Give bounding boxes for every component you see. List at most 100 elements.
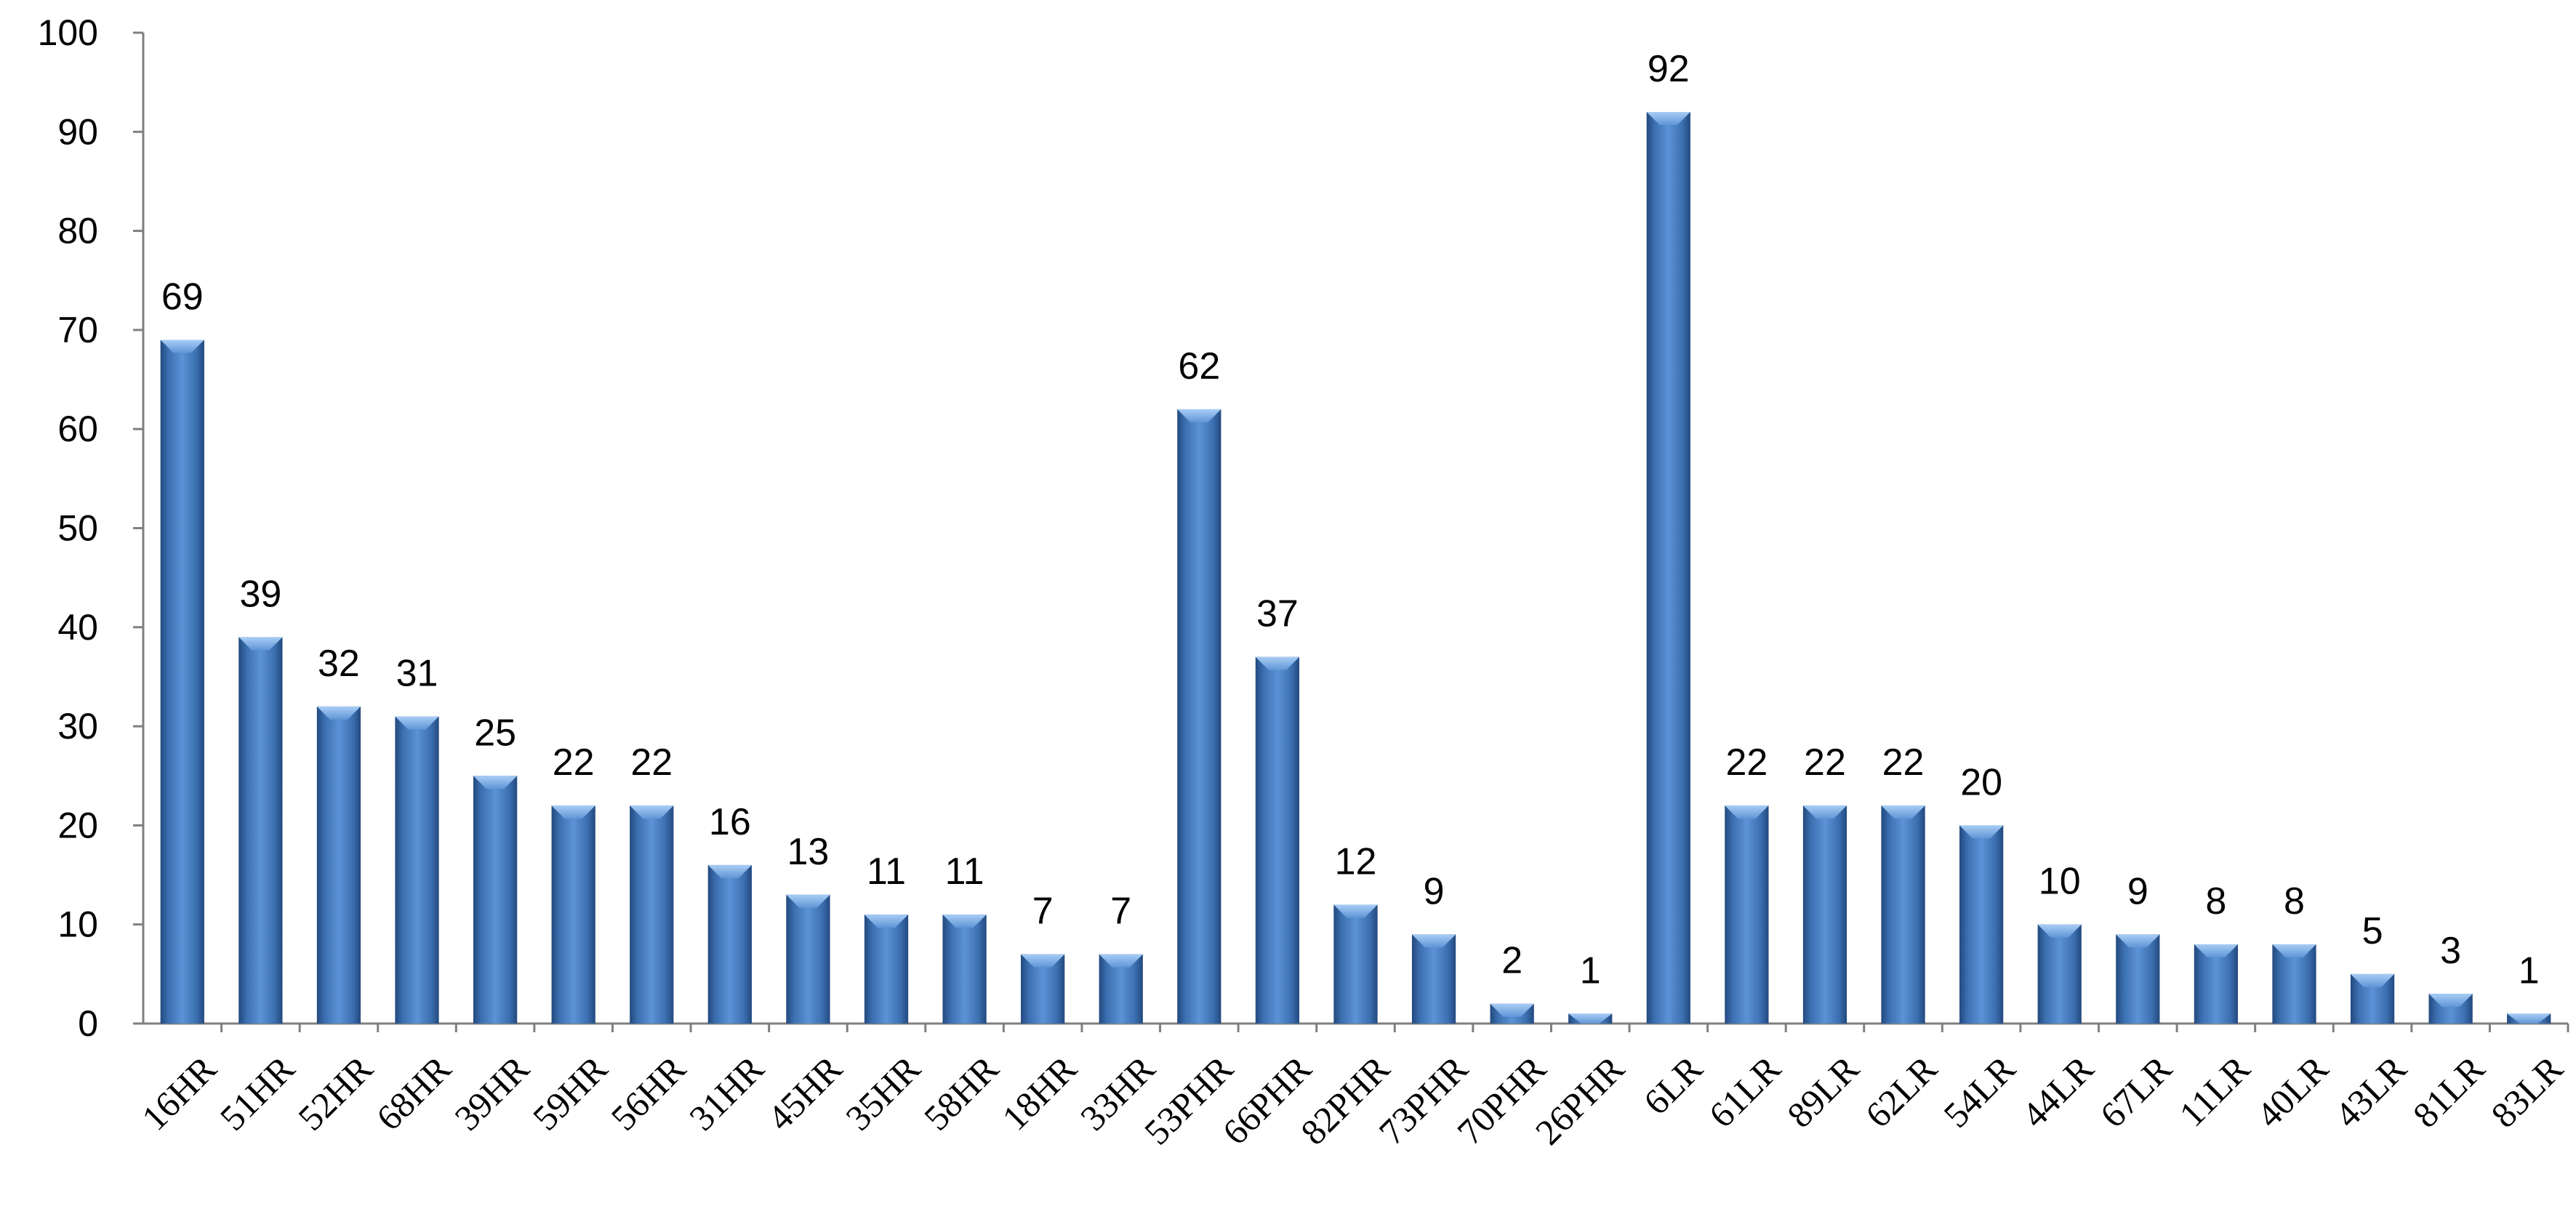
bar — [1333, 904, 1378, 1024]
y-tick-label: 60 — [57, 409, 98, 449]
x-tick-label: 44LR — [2014, 1048, 2102, 1135]
bar — [1881, 805, 1925, 1024]
data-label: 1 — [1580, 949, 1601, 992]
data-label: 7 — [1110, 891, 1131, 933]
bar — [160, 339, 204, 1024]
y-tick-label: 30 — [57, 706, 98, 747]
data-label: 8 — [2205, 880, 2226, 922]
data-label: 62 — [1178, 345, 1220, 387]
data-label: 2 — [1501, 940, 1522, 982]
bar-top-bevel — [551, 805, 595, 819]
bar-top-bevel — [2428, 994, 2473, 1008]
x-tick-label: 35HR — [838, 1048, 928, 1138]
bar — [238, 637, 283, 1024]
bars — [160, 112, 2551, 1024]
data-label: 22 — [1804, 741, 1846, 784]
x-tick-label: 54LR — [1935, 1048, 2023, 1135]
data-label: 37 — [1256, 593, 1299, 635]
bar-top-bevel — [1177, 409, 1221, 422]
data-label: 11 — [867, 851, 906, 893]
y-tick-label: 100 — [38, 12, 98, 53]
y-axis: 0 10 20 30 40 50 60 70 80 90 100 — [38, 12, 145, 1044]
x-tick-label: 6LR — [1636, 1048, 1711, 1122]
data-label: 31 — [396, 652, 438, 694]
bar-top-bevel — [707, 864, 752, 878]
bar-top-bevel — [1490, 1003, 1534, 1017]
bar-top-bevel — [630, 805, 674, 819]
y-tick-label: 50 — [57, 508, 98, 549]
data-label: 22 — [1882, 741, 1925, 784]
x-tick-label: 45HR — [760, 1048, 851, 1138]
data-label: 22 — [630, 741, 673, 784]
data-label: 69 — [161, 276, 204, 318]
data-label: 13 — [787, 831, 830, 873]
bar — [630, 805, 674, 1024]
bar-top-bevel — [473, 776, 518, 789]
x-tick-label: 82PHR — [1293, 1048, 1397, 1152]
bar-top-bevel — [1411, 934, 1456, 948]
x-tick-label: 83LR — [2483, 1048, 2571, 1135]
x-tick-label: 31HR — [681, 1048, 772, 1138]
data-label: 8 — [2284, 880, 2305, 922]
data-label: 12 — [1335, 840, 1377, 883]
y-tick-label: 90 — [57, 111, 98, 152]
bar-top-bevel — [1255, 656, 1300, 670]
bar — [707, 864, 752, 1024]
bar-top-bevel — [2194, 944, 2239, 957]
x-tick-label: 81LR — [2405, 1048, 2493, 1135]
x-tick-label: 58HR — [916, 1048, 1007, 1138]
bar — [316, 706, 361, 1024]
x-tick-label: 56HR — [603, 1048, 694, 1138]
bar-top-bevel — [238, 637, 283, 651]
data-label: 32 — [318, 643, 360, 685]
bar-top-bevel — [864, 914, 909, 928]
x-tick-label: 67LR — [2092, 1048, 2180, 1135]
data-label: 7 — [1032, 891, 1054, 933]
data-label: 11 — [945, 851, 984, 893]
bar — [473, 776, 518, 1024]
bar — [1411, 934, 1456, 1024]
bar — [2194, 944, 2239, 1024]
data-label: 16 — [709, 801, 751, 843]
data-label: 10 — [2039, 861, 2081, 903]
bar — [942, 914, 987, 1024]
bar-top-bevel — [1568, 1013, 1613, 1024]
data-label: 22 — [1725, 741, 1768, 784]
x-tick-label: 52HR — [290, 1048, 381, 1138]
bar-top-bevel — [1646, 112, 1690, 126]
x-tick-label: 59HR — [525, 1048, 616, 1138]
bar-top-bevel — [1021, 954, 1065, 968]
data-label: 5 — [2362, 910, 2383, 952]
bar-top-bevel — [1099, 954, 1143, 968]
x-tick-label: 51HR — [212, 1048, 303, 1138]
bar — [2272, 944, 2316, 1024]
bar — [1959, 825, 2004, 1024]
x-tick-label: 62LR — [1858, 1048, 1946, 1135]
bar — [395, 716, 439, 1024]
bar-top-bevel — [786, 894, 830, 908]
bar-top-bevel — [395, 716, 439, 730]
bar-top-bevel — [160, 339, 204, 353]
x-tick-label: 70PHR — [1449, 1048, 1554, 1152]
x-tick-label: 73PHR — [1371, 1048, 1476, 1152]
x-tick-labels: 16HR51HR52HR68HR39HR59HR56HR31HR45HR35HR… — [134, 1048, 2571, 1152]
bar — [551, 805, 595, 1024]
x-tick-label: 16HR — [134, 1048, 225, 1138]
x-tick-label: 11LR — [2171, 1048, 2258, 1134]
bar-top-bevel — [2272, 944, 2316, 957]
bar-top-bevel — [1881, 805, 1925, 819]
bar — [1255, 656, 1300, 1024]
x-tick-label: 39HR — [446, 1048, 537, 1138]
y-tick-label: 0 — [78, 1003, 98, 1044]
x-tick-label: 40LR — [2249, 1048, 2337, 1135]
bar — [2116, 934, 2160, 1024]
x-tick-label: 18HR — [994, 1048, 1085, 1138]
x-tick-label: 53PHR — [1136, 1048, 1241, 1152]
data-label: 39 — [239, 573, 281, 615]
bar-top-bevel — [942, 914, 987, 928]
bar — [786, 894, 830, 1024]
x-axis — [143, 1022, 2569, 1032]
y-tick-label: 10 — [57, 904, 98, 945]
x-tick-label: 61LR — [1701, 1048, 1789, 1135]
